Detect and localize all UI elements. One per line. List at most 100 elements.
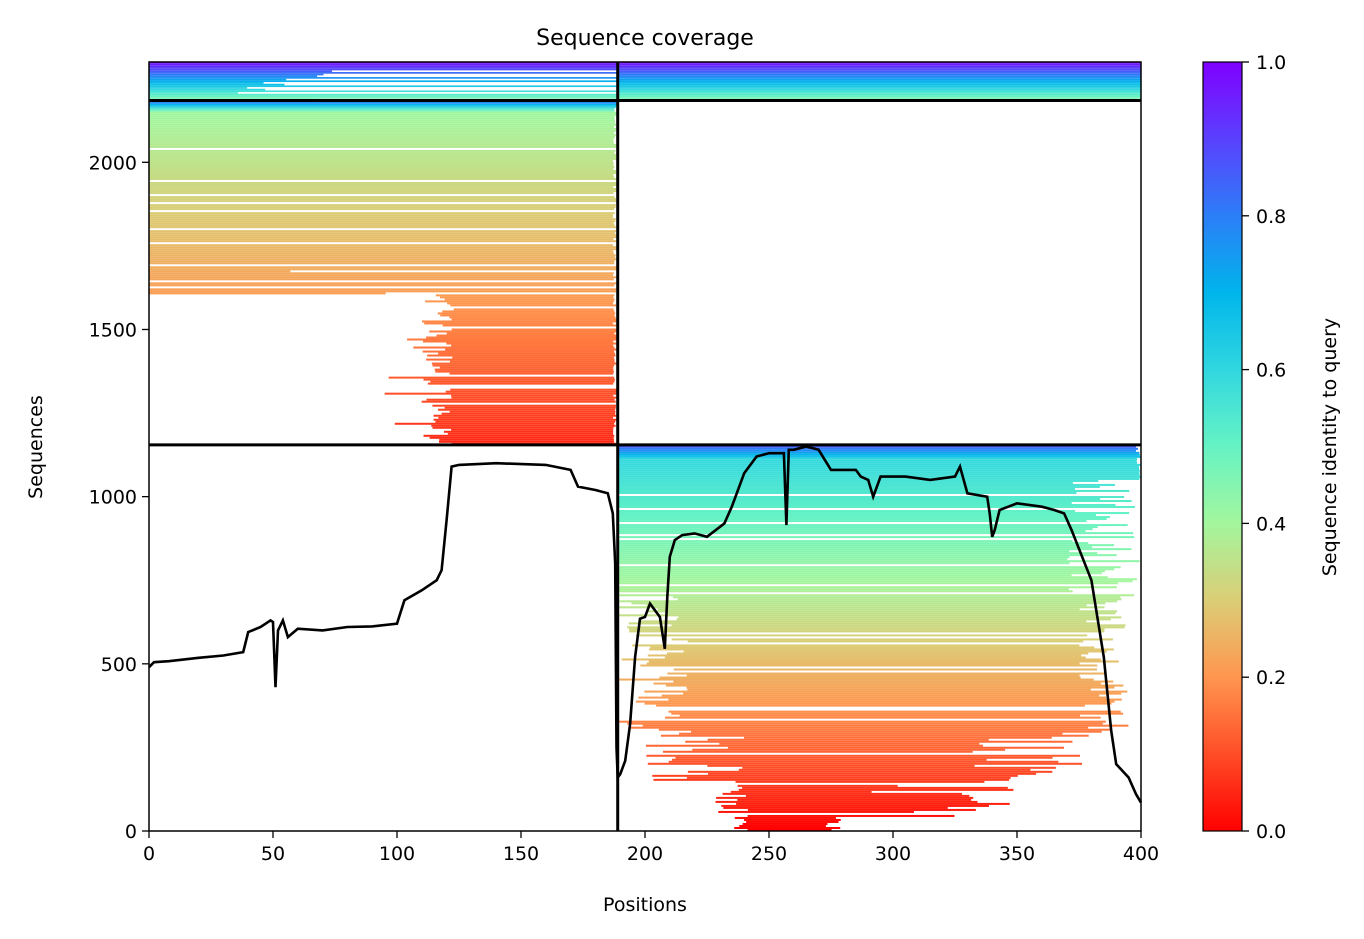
alignment-row bbox=[149, 125, 614, 128]
alignment-row bbox=[686, 674, 1080, 677]
alignment-row bbox=[440, 314, 615, 317]
alignment-row bbox=[421, 320, 618, 323]
alignment-row bbox=[617, 83, 1141, 86]
alignment-row bbox=[671, 624, 1126, 627]
alignment-row bbox=[722, 792, 962, 795]
alignment-row bbox=[438, 408, 616, 411]
alignment-row bbox=[617, 75, 1141, 78]
block-boundaries bbox=[149, 62, 1141, 831]
alignment-row bbox=[427, 382, 614, 385]
alignment-row bbox=[149, 262, 615, 265]
alignment-row bbox=[647, 654, 1082, 657]
alignment-row bbox=[683, 650, 1107, 653]
alignment-row bbox=[617, 524, 1128, 527]
x-tick-label: 250 bbox=[751, 843, 787, 865]
alignment-row bbox=[617, 504, 1116, 507]
alignment-row bbox=[149, 68, 1141, 71]
alignment-row bbox=[644, 690, 1128, 693]
alignment-row bbox=[451, 328, 617, 331]
alignment-row bbox=[433, 414, 617, 417]
alignment-row bbox=[617, 548, 1132, 551]
alignment-row bbox=[149, 95, 1141, 98]
alignment-row bbox=[621, 658, 1101, 661]
alignment-row bbox=[149, 222, 614, 225]
alignment-row bbox=[149, 67, 1141, 69]
alignment-row bbox=[149, 244, 614, 247]
alignment-row bbox=[445, 348, 617, 351]
colorbar-tick-label: 0.6 bbox=[1256, 360, 1286, 382]
alignment-row bbox=[149, 103, 618, 106]
alignment-row bbox=[149, 167, 614, 170]
alignment-row bbox=[432, 426, 614, 429]
x-tick-label: 350 bbox=[999, 843, 1035, 865]
alignment-row bbox=[442, 310, 615, 313]
alignment-row bbox=[149, 62, 1141, 64]
alignment-row bbox=[413, 346, 615, 349]
alignment-row bbox=[617, 566, 1121, 569]
alignment-row bbox=[436, 334, 617, 337]
alignment-row bbox=[668, 760, 1059, 763]
alignment-row bbox=[149, 220, 616, 223]
alignment-row bbox=[617, 510, 1076, 513]
alignment-row bbox=[617, 467, 1140, 470]
alignment-row bbox=[617, 574, 1072, 577]
alignment-row bbox=[149, 200, 618, 203]
alignment-row bbox=[679, 732, 1063, 735]
alignment-row bbox=[667, 652, 1089, 655]
alignment-row bbox=[618, 678, 1094, 681]
y-tick-label: 1500 bbox=[89, 319, 137, 341]
colorbar-ticks: 0.0 0.2 0.4 0.6 0.8 1.0 bbox=[1242, 52, 1286, 843]
alignment-row bbox=[149, 90, 1141, 93]
alignment-row bbox=[646, 754, 1080, 757]
alignment-row bbox=[617, 469, 1140, 472]
alignment-row bbox=[730, 790, 872, 793]
alignment-row bbox=[617, 506, 1135, 509]
alignment-row bbox=[149, 65, 1141, 68]
alignment-row bbox=[657, 608, 1080, 611]
alignment-row bbox=[149, 109, 615, 112]
alignment-row bbox=[617, 568, 1115, 571]
alignment-row bbox=[149, 111, 618, 114]
alignment-row bbox=[653, 682, 1101, 685]
alignment-row bbox=[449, 360, 615, 363]
alignment-row bbox=[737, 784, 898, 787]
alignment-row bbox=[617, 485, 1100, 488]
alignment-row bbox=[149, 101, 618, 104]
alignment-row bbox=[617, 588, 1069, 591]
alignment-row bbox=[617, 445, 1137, 448]
colorbar bbox=[1202, 61, 1243, 832]
alignment-row bbox=[673, 668, 1098, 671]
alignment-row bbox=[617, 489, 1130, 492]
colorbar-label: Sequence identity to query bbox=[1319, 318, 1341, 576]
alignment-row bbox=[687, 688, 1091, 691]
alignment-row bbox=[149, 218, 616, 221]
alignment-row bbox=[432, 404, 616, 407]
alignment-row bbox=[676, 618, 1111, 621]
alignment-row bbox=[149, 83, 285, 86]
alignment-row bbox=[734, 816, 836, 819]
alignment-row bbox=[438, 352, 615, 355]
alignment-row bbox=[692, 748, 1006, 751]
alignment-row bbox=[149, 88, 266, 91]
alignment-row bbox=[617, 491, 1077, 494]
alignment-row bbox=[673, 680, 1114, 683]
alignment-row bbox=[439, 296, 614, 299]
x-tick-label: 200 bbox=[627, 843, 663, 865]
alignment-row bbox=[149, 214, 613, 217]
alignment-row bbox=[652, 774, 1018, 777]
alignment-row bbox=[617, 532, 1134, 535]
alignment-row bbox=[149, 174, 614, 177]
alignment-row bbox=[617, 447, 1139, 450]
alignment-row bbox=[617, 582, 1119, 585]
alignment-row bbox=[446, 342, 618, 345]
x-tick-label: 50 bbox=[261, 843, 285, 865]
alignment-row bbox=[723, 806, 948, 809]
alignment-row bbox=[426, 358, 615, 361]
alignment-row bbox=[617, 87, 1141, 89]
alignment-row bbox=[149, 172, 617, 175]
alignment-row bbox=[617, 463, 1141, 466]
alignment-row bbox=[149, 270, 291, 273]
alignment-row bbox=[149, 284, 615, 287]
alignment-row bbox=[668, 698, 1122, 701]
alignment-row bbox=[149, 268, 617, 271]
